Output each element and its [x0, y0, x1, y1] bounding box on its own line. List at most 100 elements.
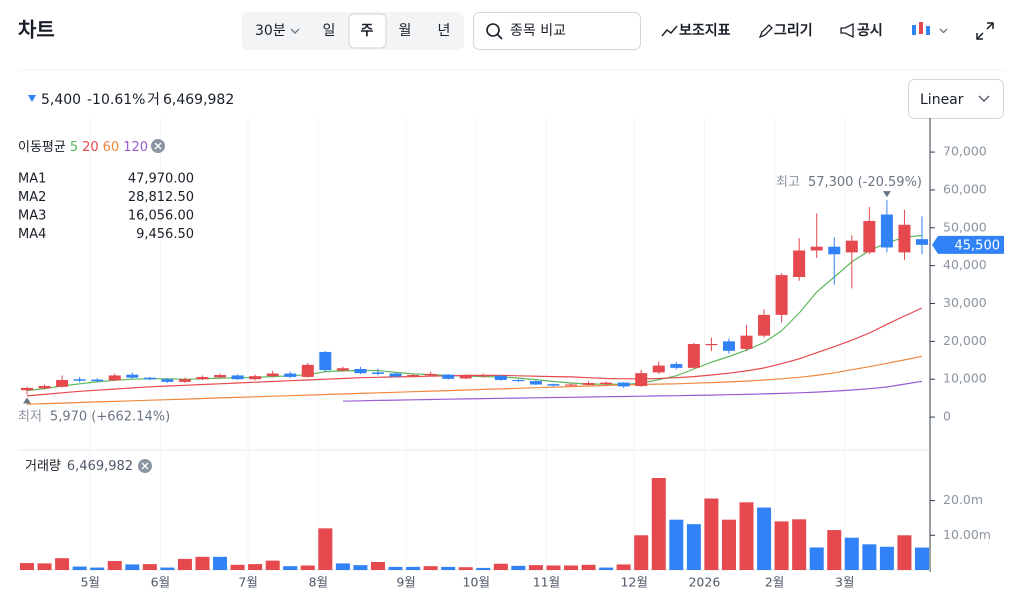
x-tick-label: 10월	[463, 575, 490, 590]
ma-name: MA3	[18, 209, 46, 224]
volume-bar	[300, 565, 315, 570]
interval-button[interactable]: 주	[361, 23, 374, 39]
volume-bar	[230, 564, 245, 570]
candle-body	[21, 387, 33, 391]
y-tick-label: 20.0m	[943, 492, 983, 507]
volume-bar	[827, 530, 842, 570]
volume-bar	[283, 566, 298, 570]
volume-bar	[370, 562, 385, 570]
draw-icon	[758, 24, 773, 39]
scale-button[interactable]	[908, 79, 1004, 119]
volume-bar	[318, 528, 333, 570]
y-tick-label: 10,000	[943, 371, 987, 386]
ma-period: 60	[103, 140, 120, 155]
candle-body	[652, 365, 665, 373]
candle-body	[442, 374, 455, 379]
candle-body	[389, 373, 402, 377]
search-placeholder[interactable]: 종목 비교	[510, 23, 566, 39]
x-tick-label: 7월	[238, 575, 257, 590]
y-tick-label: 30,000	[943, 295, 987, 310]
y-tick-label: 0	[943, 409, 951, 424]
ma-legend: 이동평균 5 20 60 120	[18, 140, 148, 155]
ma-line	[342, 380, 923, 402]
volume-bar	[55, 558, 70, 570]
high-label: 최고	[776, 175, 800, 190]
volume-bar	[879, 546, 894, 570]
icon-part	[912, 25, 916, 35]
chart-type-icon[interactable]	[912, 22, 948, 35]
volume-title-value: 6,469,982	[67, 459, 133, 474]
search-box[interactable]	[473, 12, 641, 50]
candle-body	[793, 250, 806, 277]
ma-value: 9,456.50	[136, 227, 194, 242]
close-icon-x	[141, 462, 149, 470]
candle-body	[880, 214, 893, 248]
volume-bar	[160, 567, 175, 570]
tool-button[interactable]: 보조지표	[679, 23, 731, 39]
ma-period: 5	[70, 140, 78, 155]
x-tick-label: 2월	[765, 575, 784, 590]
volume-label: 거	[147, 92, 160, 108]
page-title: 차트	[18, 18, 55, 42]
last-price-tag	[932, 235, 1004, 254]
volume-bar	[406, 566, 421, 570]
x-tick-label: 3월	[835, 575, 854, 590]
interval-button[interactable]: 월	[399, 23, 412, 39]
candle-body	[161, 379, 174, 382]
ma-name: MA2	[18, 190, 46, 205]
interval-button[interactable]: 30분	[255, 23, 286, 39]
ma-value: 16,056.00	[128, 209, 194, 224]
x-tick-label: 9월	[396, 575, 415, 590]
down-arrow	[28, 95, 36, 102]
volume-bar	[651, 478, 666, 570]
candle-body	[424, 373, 437, 376]
x-tick-label: 6월	[151, 575, 170, 590]
candle-body	[143, 377, 156, 380]
ma-name: MA1	[18, 172, 46, 187]
candle-body	[494, 375, 507, 380]
ma-title: 이동평균	[18, 140, 66, 155]
volume-bar	[546, 565, 561, 570]
candle-body	[371, 372, 384, 374]
candle-body	[91, 379, 104, 382]
volume-value: 6,469,982	[163, 92, 234, 108]
candle-body	[407, 375, 420, 377]
ma-period: 20	[82, 140, 99, 155]
candle-body	[810, 246, 823, 251]
search-icon	[496, 33, 503, 40]
candle-body	[565, 384, 578, 386]
volume-bar	[177, 558, 192, 570]
volume-bar	[634, 535, 649, 570]
volume-bar	[265, 560, 280, 570]
x-tick-label: 11월	[533, 575, 560, 590]
candle-body	[196, 376, 209, 380]
volume-bar	[37, 563, 52, 570]
volume-title: 거래량 6,469,982	[25, 459, 133, 474]
notice-icon	[840, 22, 854, 39]
tool-button[interactable]: 그리기	[774, 23, 813, 39]
interval-button[interactable]: 년	[438, 23, 451, 39]
tool-button[interactable]: 공시	[857, 23, 883, 39]
low-marker	[23, 397, 31, 404]
candle-body	[284, 373, 297, 377]
y-tick-label: 50,000	[943, 219, 987, 234]
candle-body	[38, 386, 51, 389]
fullscreen-icon[interactable]	[976, 22, 994, 40]
candle-body	[108, 375, 121, 381]
icon-part	[926, 26, 930, 35]
volume-bar	[458, 567, 473, 570]
scale-button-label[interactable]: Linear	[920, 92, 964, 108]
volume-bar	[774, 521, 789, 570]
ma-line	[26, 307, 923, 397]
low-annotation: 최저 5,970 (+662.14%)	[18, 409, 170, 424]
dropdown-icon	[290, 28, 300, 34]
candle-body	[477, 375, 490, 377]
dropdown-icon	[939, 28, 948, 34]
y-tick-label: 70,000	[943, 144, 987, 159]
volume-bar	[335, 563, 350, 570]
candle-body	[740, 335, 753, 349]
dropdown-icon	[978, 95, 990, 102]
interval-button[interactable]: 일	[323, 23, 336, 39]
